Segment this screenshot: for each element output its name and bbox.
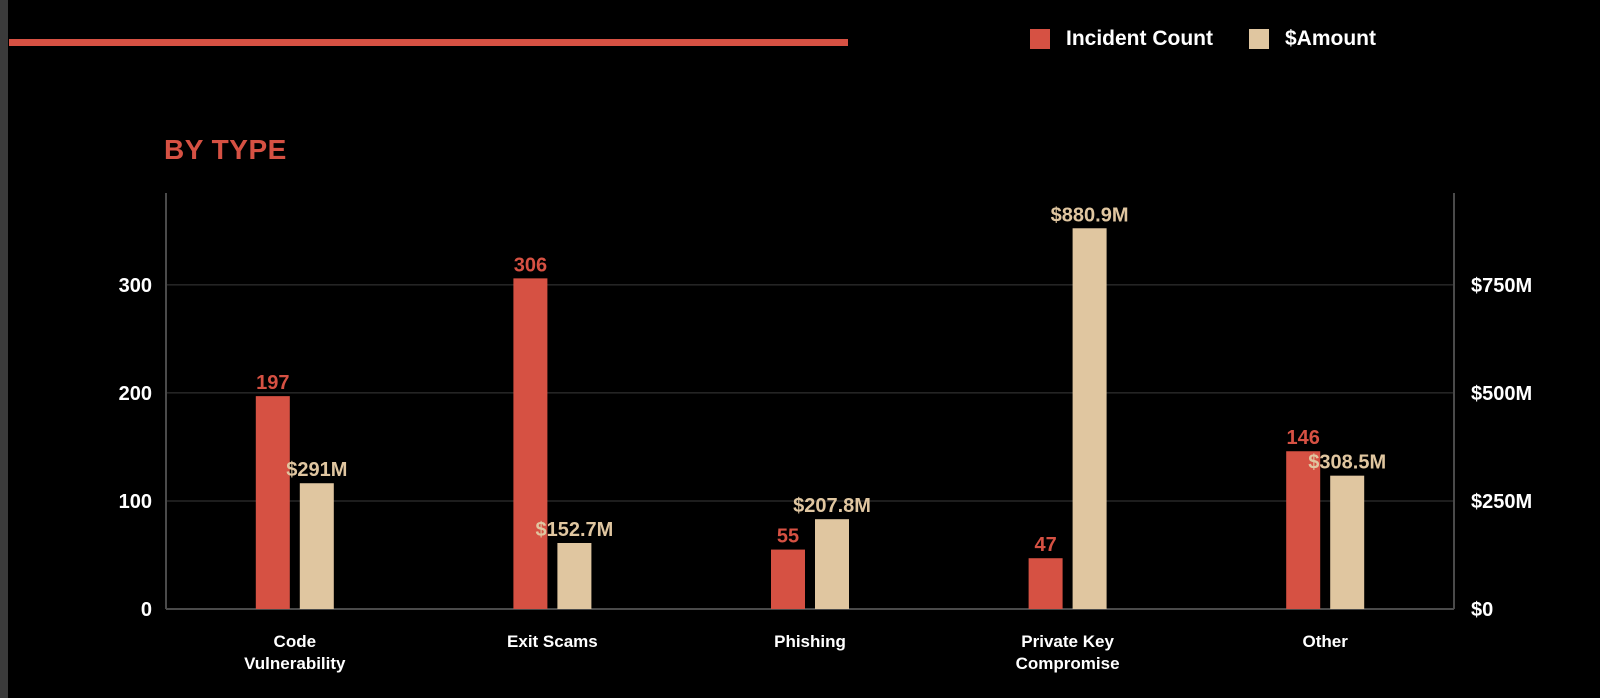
y-right-tick-label-750: $750M	[1471, 275, 1532, 297]
y-left-tick-label-300: 300	[119, 275, 152, 297]
bar-incident-count-0	[255, 396, 290, 609]
bar-incident-count-1	[513, 278, 548, 609]
y-left-tick-label-0: 0	[141, 599, 152, 621]
data-label-amount-4: $308.5M	[1308, 452, 1386, 474]
category-label-2-line-0: Phishing	[774, 632, 846, 651]
y-left-tick-label-200: 200	[119, 383, 152, 405]
chart-title: BY TYPE	[164, 134, 287, 165]
legend-label-amount: $Amount	[1284, 27, 1376, 50]
category-label-0-line-1: Vulnerability	[244, 654, 346, 673]
header-accent-rule	[9, 39, 848, 46]
legend: Incident Count $Amount	[1030, 27, 1376, 51]
data-label-incident-count-1: 306	[514, 254, 547, 276]
y-left-tick-label-100: 100	[119, 491, 152, 513]
category-label-0-line-0: Code	[274, 632, 317, 651]
legend-swatch-incident-count	[1030, 29, 1050, 49]
data-label-incident-count-2: 55	[777, 526, 799, 548]
data-label-amount-2: $207.8M	[793, 495, 871, 517]
bar-incident-count-4	[1286, 451, 1321, 609]
data-label-incident-count-3: 47	[1034, 534, 1056, 556]
left-edge-strip	[0, 0, 8, 698]
data-label-incident-count-4: 146	[1287, 427, 1320, 449]
y-right-tick-label-500: $500M	[1471, 383, 1532, 405]
legend-label-incident-count: Incident Count	[1066, 27, 1213, 50]
data-label-incident-count-0: 197	[256, 372, 289, 394]
category-label-1-line-0: Exit Scams	[507, 632, 598, 651]
data-label-amount-1: $152.7M	[535, 519, 613, 541]
category-label-3-line-0: Private Key	[1021, 632, 1114, 651]
bar-amount-3	[1072, 228, 1107, 609]
category-label-3-line-1: Compromise	[1016, 654, 1120, 673]
data-label-amount-0: $291M	[286, 459, 347, 481]
y-right-tick-label-0: $0	[1471, 599, 1493, 621]
bar-incident-count-2	[771, 549, 805, 609]
bar-amount-4	[1330, 475, 1365, 609]
legend-swatch-amount	[1248, 29, 1269, 49]
y-right-tick-label-250: $250M	[1471, 491, 1532, 513]
legend-item-incident-count: Incident Count	[1030, 27, 1213, 51]
bar-amount-0	[299, 483, 334, 609]
bar-amount-2	[815, 519, 849, 609]
legend-item-amount: $Amount	[1248, 27, 1376, 51]
data-label-amount-3: $880.9M	[1051, 204, 1129, 226]
bar-amount-1	[557, 543, 592, 609]
category-label-4-line-0: Other	[1303, 632, 1349, 651]
bar-incident-count-3	[1028, 558, 1063, 609]
